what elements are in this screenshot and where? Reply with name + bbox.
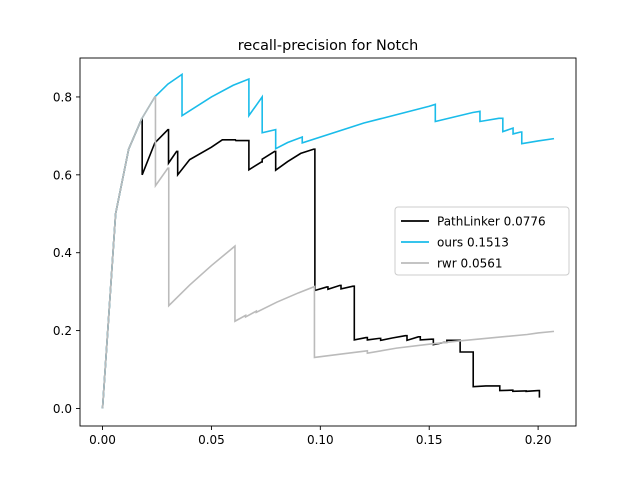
plot-area xyxy=(101,72,555,409)
y-tick-label: 0.4 xyxy=(53,246,72,260)
x-tick-label: 0.00 xyxy=(89,433,116,447)
x-tick-label: 0.05 xyxy=(198,433,225,447)
legend-label: PathLinker 0.0776 xyxy=(437,215,546,229)
y-tick-label: 0.6 xyxy=(53,168,72,182)
series-line-2 xyxy=(101,72,555,409)
series-line-1 xyxy=(101,117,541,409)
x-tick-label: 0.15 xyxy=(416,433,443,447)
series-line-3 xyxy=(101,96,555,409)
x-tick-label: 0.10 xyxy=(307,433,334,447)
legend: PathLinker 0.0776 ours 0.1513 rwr 0.0561 xyxy=(394,206,570,276)
axes-frame xyxy=(79,57,577,427)
axes: 0.00 0.05 0.10 0.15 0.20 0.0 0.2 0.4 0.6 0.8 xyxy=(53,57,577,447)
x-tick-label: 0.20 xyxy=(525,433,552,447)
y-tick-label: 0.8 xyxy=(53,90,72,104)
legend-label: ours 0.1513 xyxy=(437,236,509,250)
chart-title: recall-precision for Notch xyxy=(238,38,418,54)
legend-box xyxy=(394,206,570,276)
y-tick-label: 0.0 xyxy=(53,402,72,416)
y-tick-label: 0.2 xyxy=(53,324,72,338)
legend-label: rwr 0.0561 xyxy=(437,257,502,271)
